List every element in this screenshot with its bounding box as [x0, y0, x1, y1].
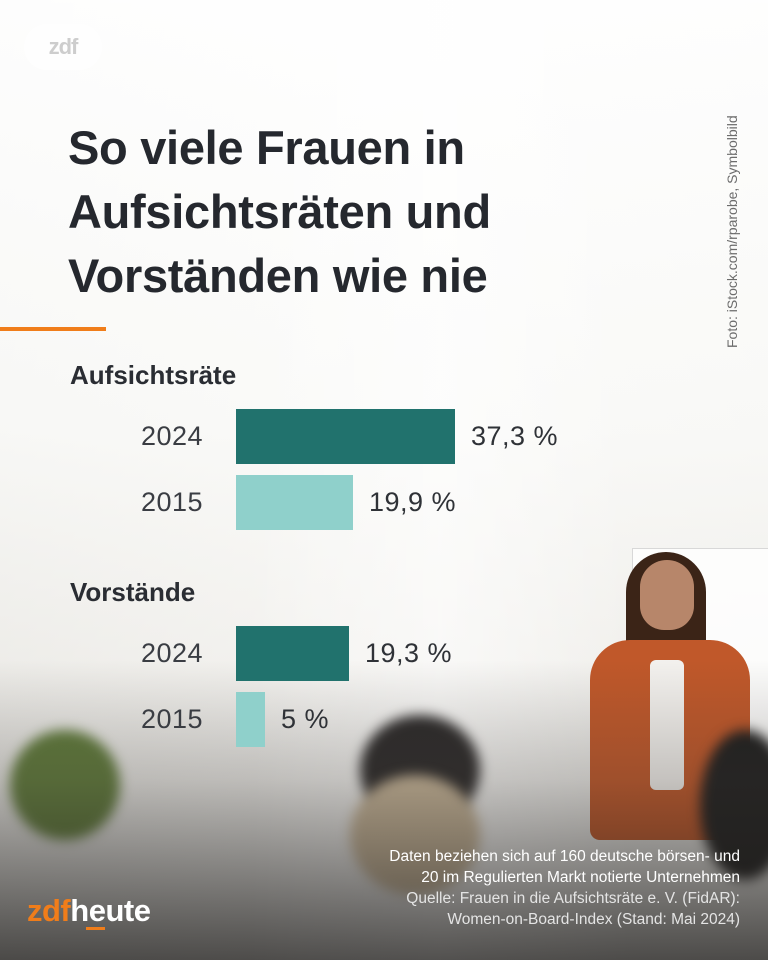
page-title: So viele Frauen in Aufsichtsräten und Vo…: [68, 121, 491, 302]
zdfheute-logo: zdfheute: [27, 893, 151, 929]
bar: [236, 626, 349, 681]
value-label: 19,9 %: [369, 487, 457, 517]
year-label: 2015: [141, 704, 204, 734]
year-label: 2024: [141, 638, 204, 668]
year-label: 2015: [141, 487, 204, 517]
source-line: Women-on-Board-Index (Stand: Mai 2024): [447, 911, 740, 928]
logo-underline: [86, 927, 105, 930]
bar: [236, 692, 265, 747]
section-label: Aufsichtsräte: [70, 360, 237, 390]
photo-shade: [0, 660, 768, 960]
value-label: 19,3 %: [365, 638, 453, 668]
section-label: Vorstände: [70, 577, 196, 607]
logo-zdf: zdf: [27, 893, 71, 928]
value-label: 37,3 %: [471, 421, 559, 451]
bar: [236, 475, 353, 530]
bar: [236, 409, 455, 464]
accent-rule: [0, 327, 106, 331]
source-line: Quelle: Frauen in die Aufsichtsräte e. V…: [406, 890, 740, 907]
footnote: Daten beziehen sich auf 160 deutsche bör…: [300, 846, 740, 930]
footnote-line: Daten beziehen sich auf 160 deutsche bör…: [389, 848, 740, 865]
value-label: 5 %: [281, 704, 330, 734]
zdf-watermark-logo: zdf: [24, 24, 102, 70]
year-label: 2024: [141, 421, 204, 451]
presenter-head: [640, 560, 694, 630]
footnote-line: 20 im Regulierten Markt notierte Unterne…: [421, 869, 740, 886]
logo-heute: heute: [70, 893, 151, 928]
photo-credit: Foto: iStock.com/rparobe, Symbolbild: [724, 115, 740, 348]
